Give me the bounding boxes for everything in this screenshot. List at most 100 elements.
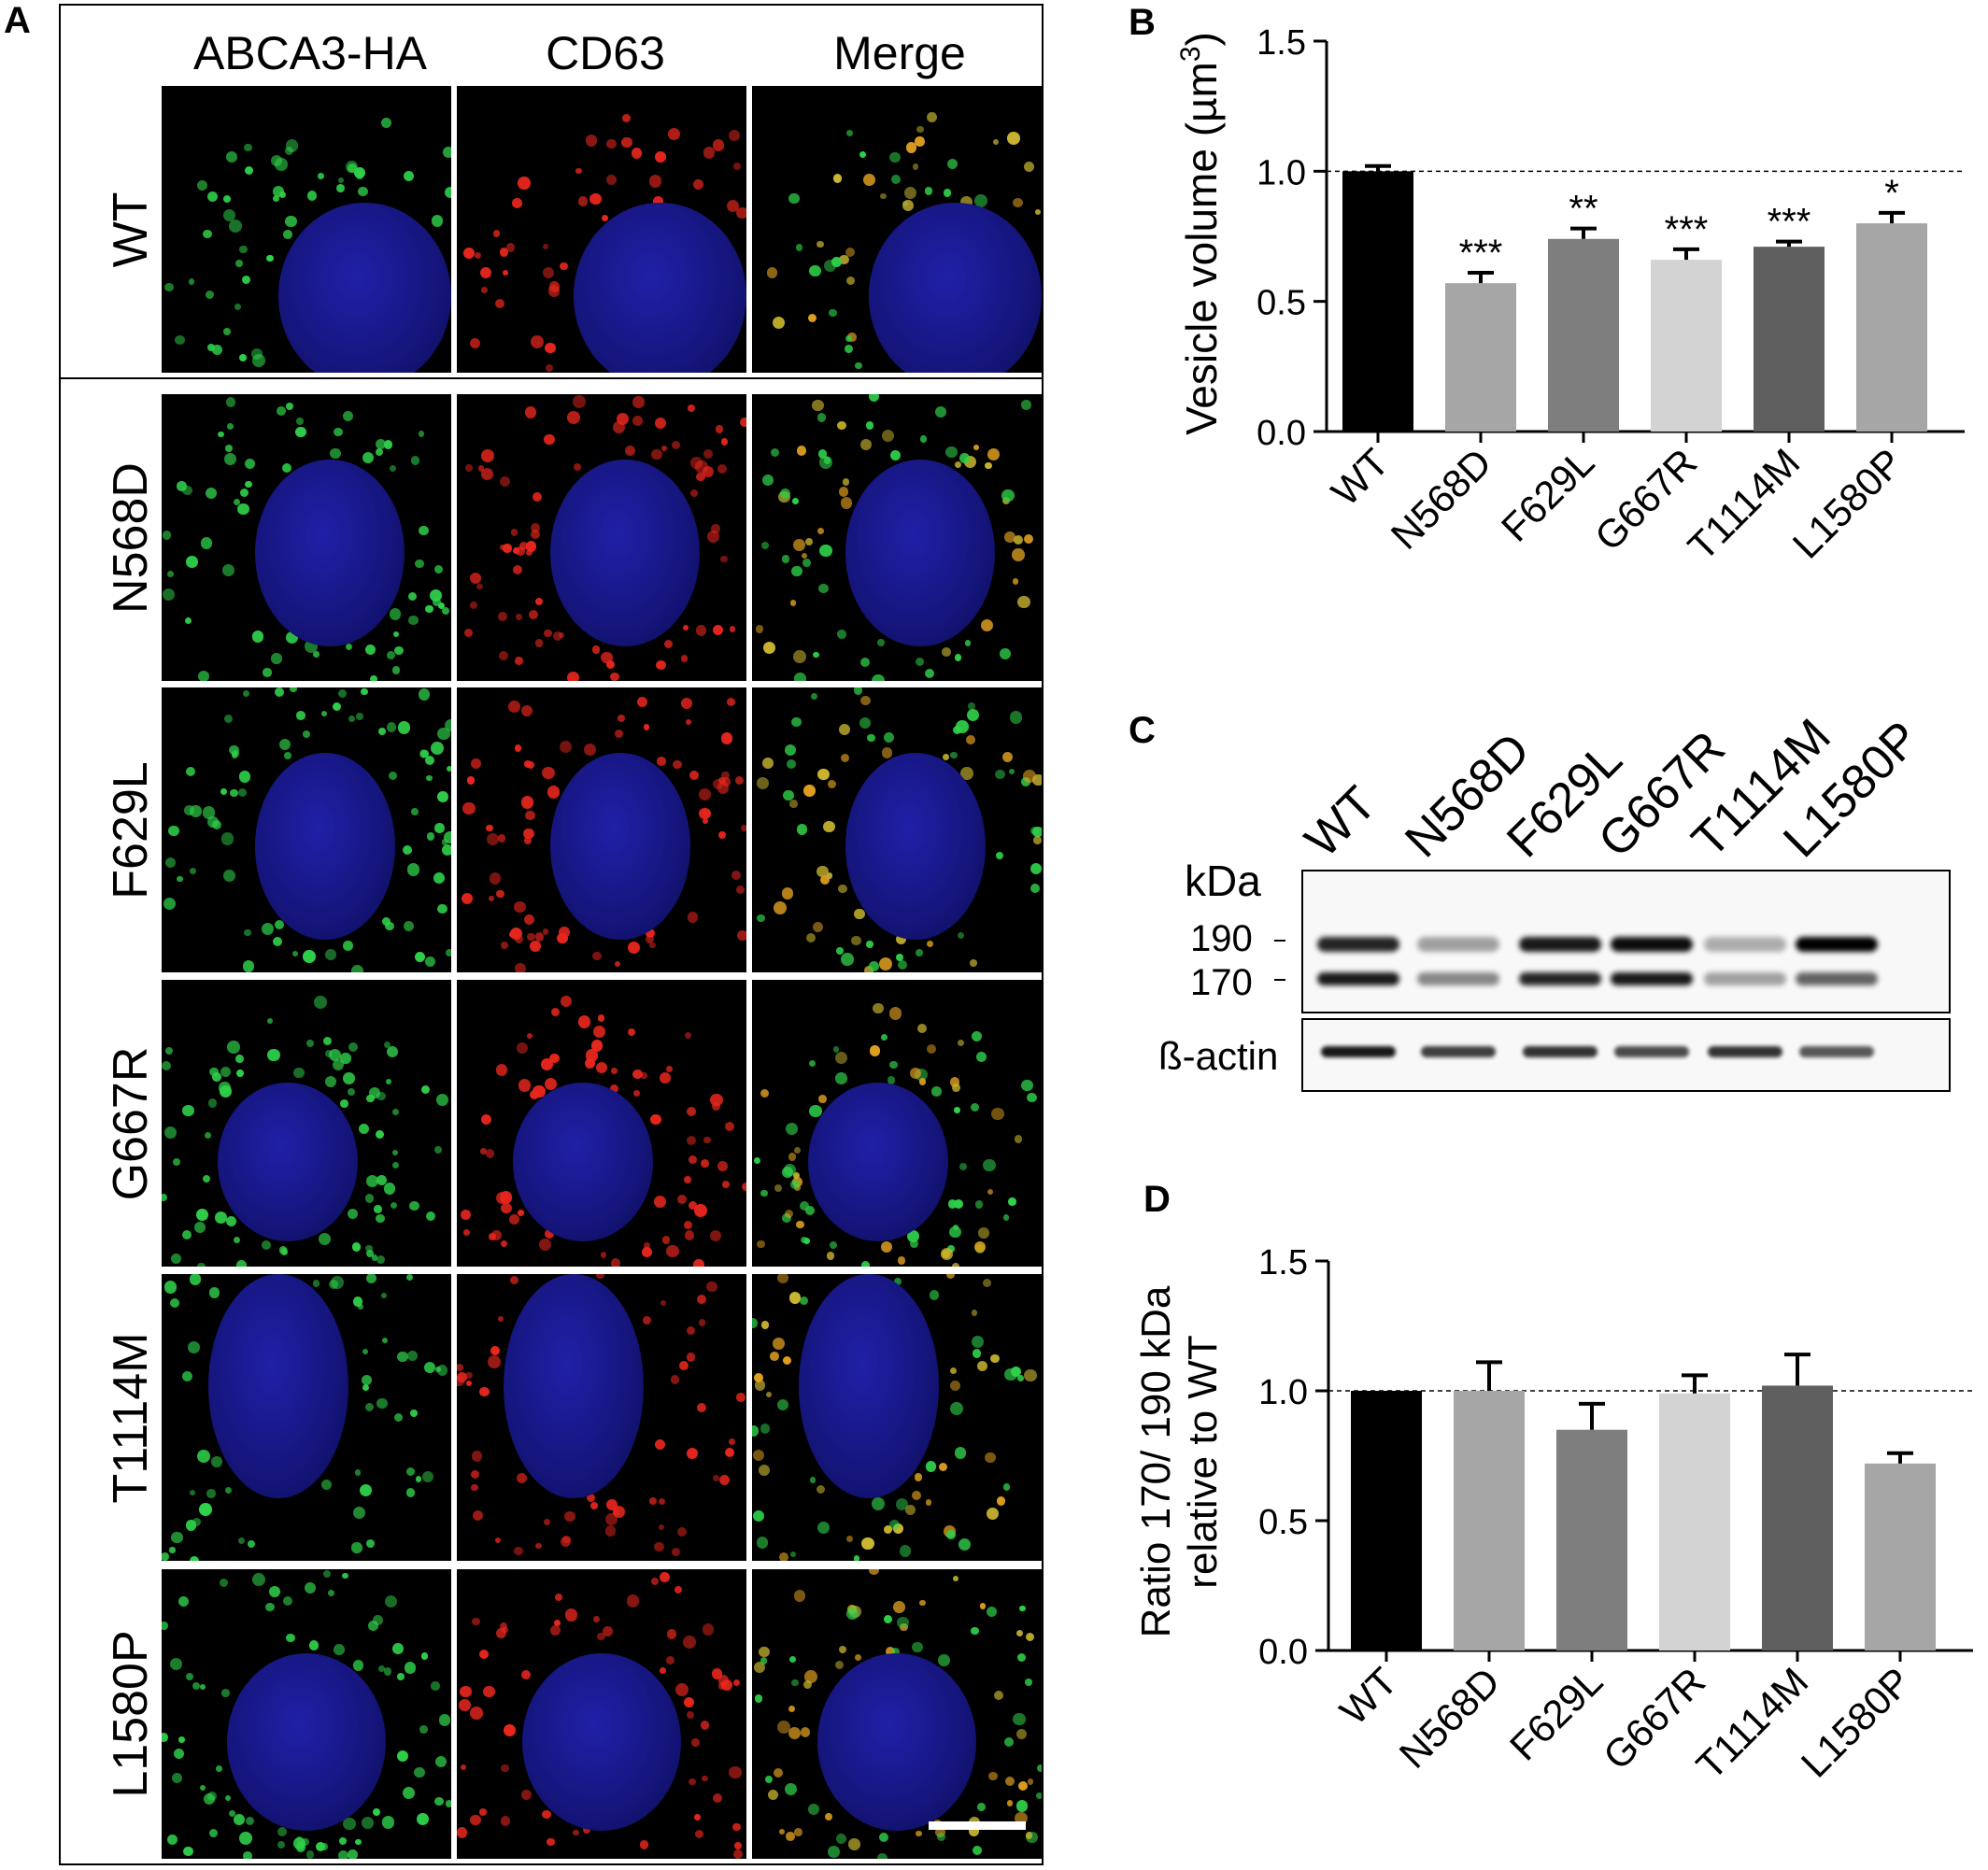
micrograph-g667r-merge	[752, 980, 1042, 1267]
y-tick-label: 1.0	[1258, 1373, 1308, 1412]
band-actin-l1580p	[1799, 1046, 1874, 1057]
micrograph-f629l-cd63	[457, 687, 746, 972]
marker-170-tick	[1274, 979, 1285, 981]
micrograph-t1114m-merge	[752, 1274, 1042, 1561]
x-tick-label-n568d: N568D	[1383, 440, 1500, 558]
marker-190-label: 190	[1190, 918, 1253, 959]
micrograph-t1114m-abca3	[162, 1274, 451, 1561]
chart-vesicle-volume: 0.00.51.01.5WTN568D***F629L**G667R***T11…	[1175, 23, 1965, 569]
panel-label-a: A	[4, 0, 31, 41]
band-190-l1580p	[1796, 937, 1878, 952]
micrograph-g667r-abca3	[162, 980, 451, 1267]
x-tick-label-l1580p: L1580P	[1784, 440, 1911, 567]
band-actin-n568d	[1421, 1046, 1496, 1057]
marker-190-tick	[1274, 940, 1285, 942]
western-blot-abca3	[1301, 870, 1951, 1013]
x-tick-label-l1580p: L1580P	[1793, 1659, 1920, 1786]
row-label-f629l: F629L	[104, 760, 158, 900]
significance-label: **	[1569, 189, 1598, 230]
micrograph-f629l-merge	[752, 687, 1042, 972]
bar-t1114m	[1754, 247, 1825, 432]
band-actin-wt	[1321, 1046, 1396, 1057]
column-header-abca3: ABCA3-HA	[192, 27, 428, 79]
y-tick-label: 1.0	[1257, 153, 1306, 192]
significance-label: ***	[1665, 209, 1709, 250]
band-170-g667r	[1611, 972, 1693, 985]
chart-ratio-170-190: 0.00.51.01.5WTN568DF629LG667RT1114ML1580…	[1133, 1243, 1973, 1788]
micrograph-wt-merge	[752, 86, 1042, 373]
micrograph-wt-abca3	[162, 86, 451, 373]
bar-wt	[1351, 1391, 1422, 1650]
x-tick-label-t1114m: T1114M	[1680, 440, 1809, 569]
lane-label-wt: WT	[1295, 776, 1387, 869]
band-190-f629l	[1519, 937, 1601, 952]
bar-n568d	[1445, 283, 1516, 432]
scale-bar	[929, 1821, 1026, 1830]
beta-actin-label: ß-actin	[1158, 1034, 1279, 1078]
y-axis-title-line2: relative to WT	[1180, 1335, 1226, 1588]
row-label-n568d: N568D	[104, 461, 158, 614]
y-tick-label: 0.0	[1257, 414, 1306, 453]
micrograph-f629l-abca3	[162, 687, 451, 972]
y-tick-label: 0.0	[1258, 1633, 1308, 1672]
micrograph-g667r-cd63	[457, 980, 746, 1267]
band-190-n568d	[1417, 937, 1499, 952]
panel-label-c: C	[1129, 710, 1156, 751]
x-tick-label-f629l: F629L	[1493, 440, 1602, 549]
significance-label: *	[1884, 173, 1899, 214]
bar-wt	[1342, 171, 1413, 432]
band-actin-t1114m	[1708, 1046, 1782, 1057]
y-axis-title-line1: Ratio 170/ 190 kDa	[1133, 1285, 1179, 1637]
row-label-g667r: G667R	[104, 1046, 158, 1200]
micrograph-n568d-abca3	[162, 394, 451, 681]
bar-g667r	[1651, 260, 1722, 432]
bar-l1580p	[1856, 223, 1927, 432]
x-tick-label-t1114m: T1114M	[1688, 1659, 1817, 1788]
western-blot-actin	[1301, 1018, 1951, 1092]
significance-label: ***	[1459, 233, 1503, 274]
micrograph-l1580p-merge	[752, 1569, 1042, 1859]
column-header-cd63: CD63	[546, 27, 665, 79]
bar-f629l	[1556, 1429, 1627, 1650]
significance-label: ***	[1768, 202, 1811, 243]
bar-f629l	[1548, 238, 1619, 432]
band-170-n568d	[1417, 972, 1499, 985]
row-label-wt: WT	[104, 191, 158, 267]
micrograph-t1114m-cd63	[457, 1274, 746, 1561]
micrograph-n568d-cd63	[457, 394, 746, 681]
row-label-t1114m: T1114M	[104, 1331, 158, 1504]
panel-a-divider	[59, 377, 1044, 379]
band-170-wt	[1317, 972, 1399, 985]
band-170-l1580p	[1796, 972, 1878, 985]
y-tick-label: 0.5	[1257, 284, 1306, 323]
bar-t1114m	[1762, 1385, 1833, 1650]
column-header-merge: Merge	[833, 27, 966, 79]
bar-g667r	[1659, 1393, 1730, 1650]
bar-l1580p	[1865, 1463, 1936, 1650]
y-tick-label: 1.5	[1258, 1243, 1308, 1282]
micrograph-n568d-merge	[752, 394, 1042, 681]
row-label-l1580p: L1580P	[104, 1630, 158, 1798]
micrograph-l1580p-cd63	[457, 1569, 746, 1859]
y-tick-label: 1.5	[1257, 23, 1306, 63]
kda-label: kDa	[1185, 857, 1261, 905]
y-axis-title: Vesicle volume (µm3)	[1175, 32, 1226, 435]
band-190-g667r	[1611, 937, 1693, 952]
band-170-f629l	[1519, 972, 1601, 985]
panel-a-frame	[59, 4, 1044, 1865]
x-tick-label-wt: WT	[1323, 440, 1397, 514]
panel-label-b: B	[1129, 2, 1156, 43]
band-actin-f629l	[1523, 1046, 1598, 1057]
micrograph-l1580p-abca3	[162, 1569, 451, 1859]
x-tick-label-wt: WT	[1331, 1659, 1405, 1733]
x-tick-label-f629l: F629L	[1501, 1659, 1611, 1768]
band-190-t1114m	[1704, 937, 1786, 952]
y-tick-label: 0.5	[1258, 1503, 1308, 1542]
x-tick-label-n568d: N568D	[1391, 1659, 1509, 1777]
band-170-t1114m	[1704, 972, 1786, 985]
band-actin-g667r	[1614, 1046, 1689, 1057]
panel-label-d: D	[1143, 1179, 1171, 1220]
marker-170-label: 170	[1190, 962, 1253, 1003]
bar-n568d	[1454, 1391, 1525, 1650]
band-190-wt	[1317, 937, 1399, 952]
